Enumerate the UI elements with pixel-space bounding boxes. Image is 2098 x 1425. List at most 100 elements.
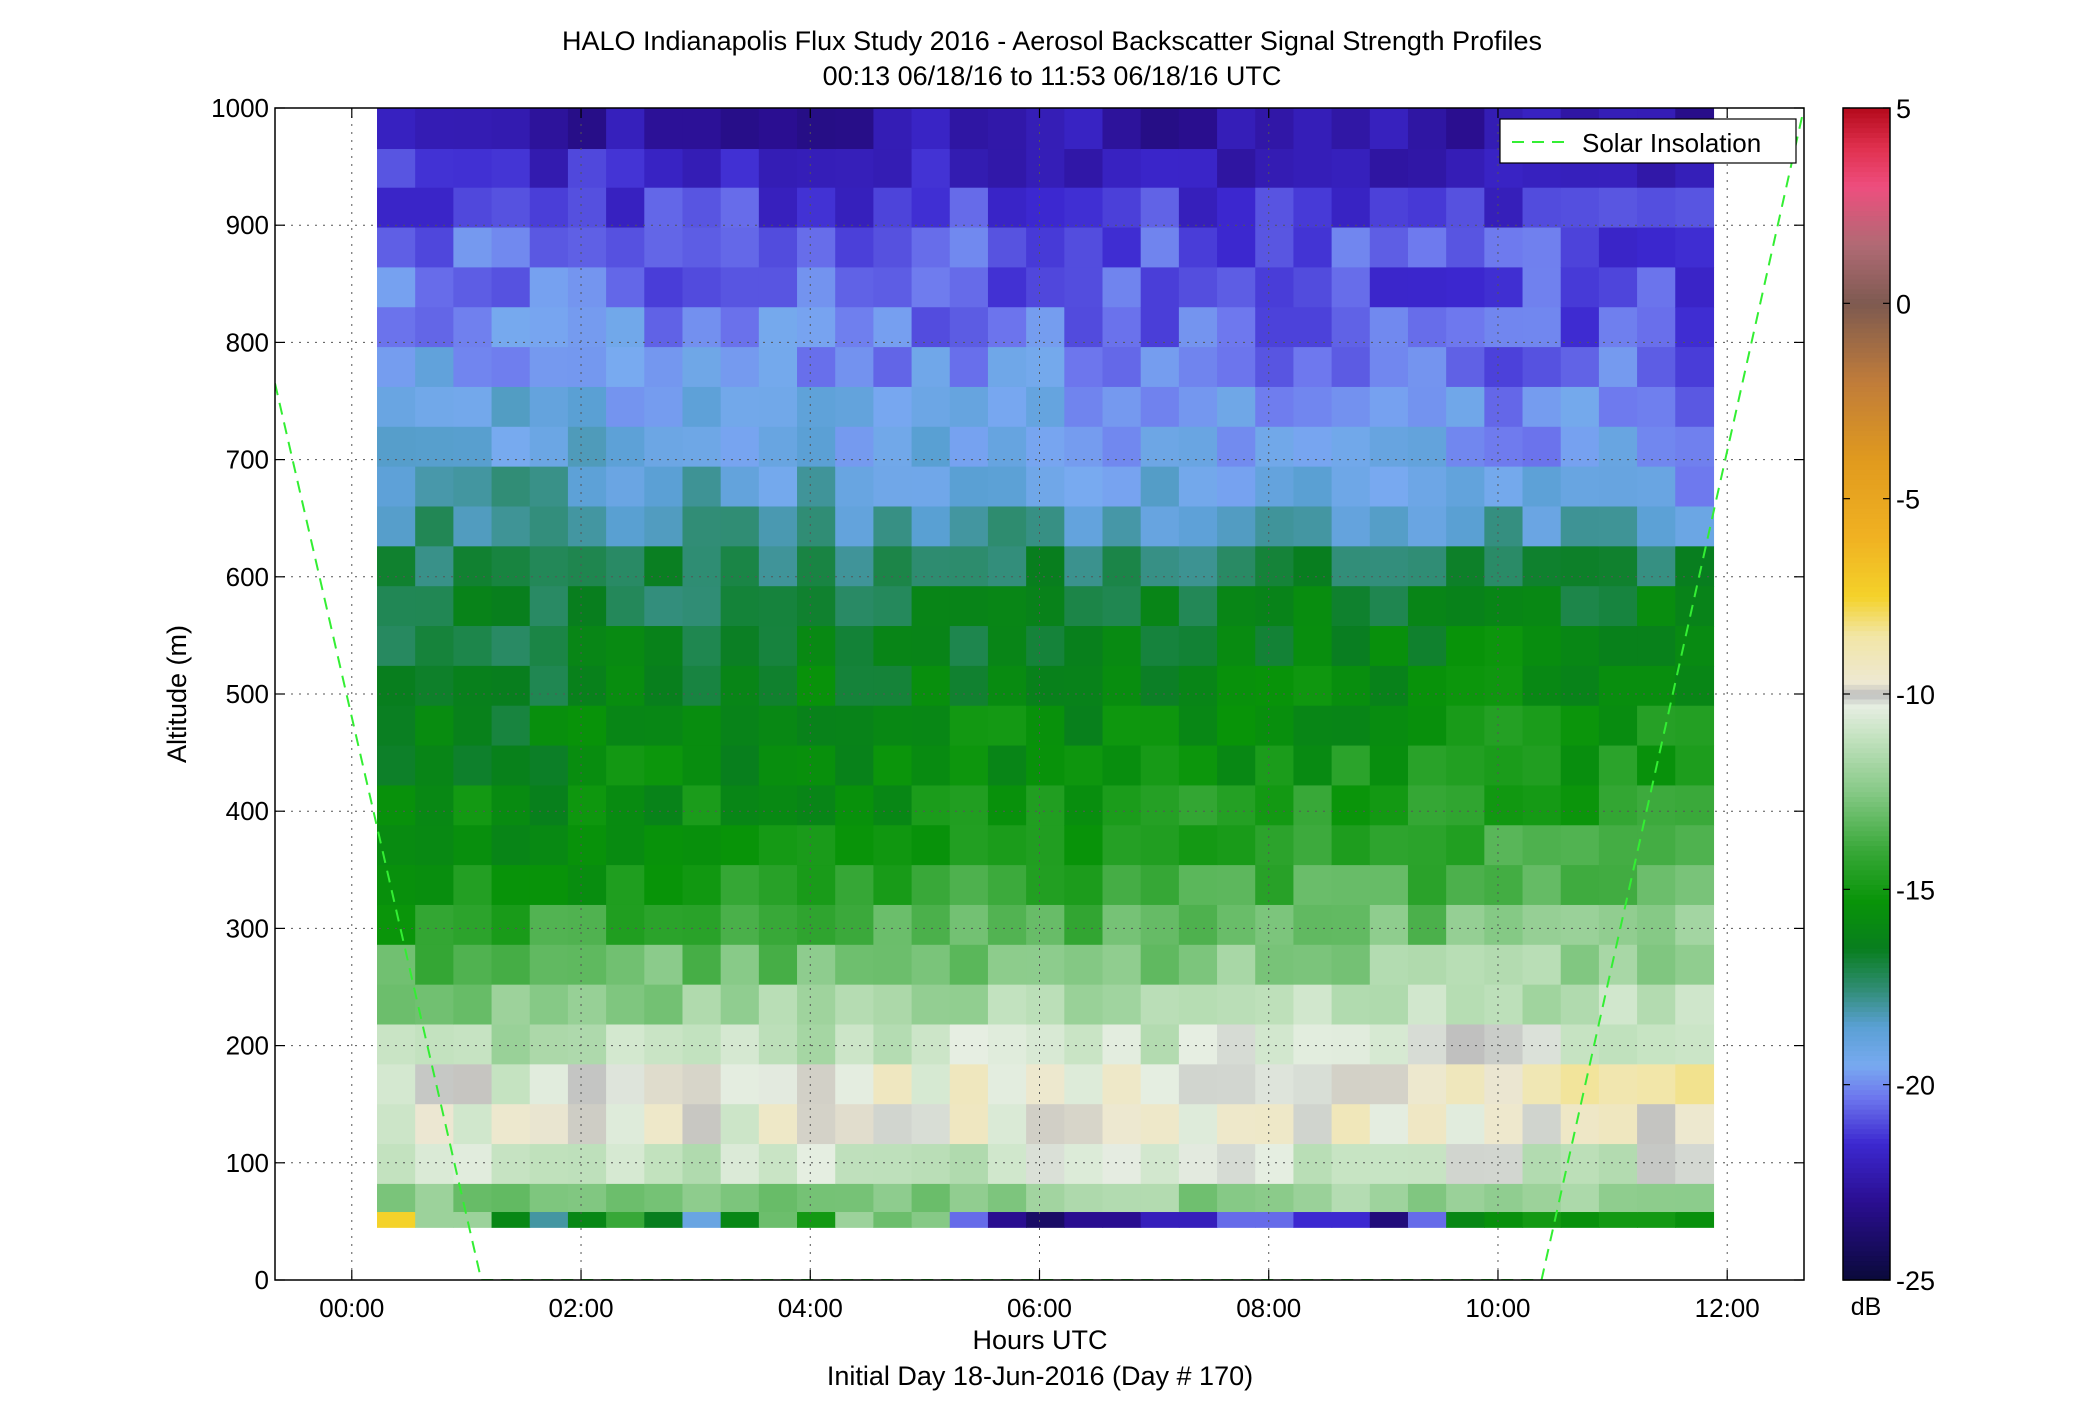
heatmap-cell — [491, 187, 531, 229]
heatmap-cell — [415, 466, 454, 508]
heatmap-cell — [1217, 1183, 1256, 1213]
heatmap-cell — [682, 904, 722, 946]
heatmap-cell — [529, 626, 569, 667]
heatmap-cell — [567, 466, 607, 508]
heatmap-cell — [682, 347, 722, 388]
heatmap-cell — [1522, 586, 1562, 627]
x-tick-label: 04:00 — [778, 1293, 843, 1323]
heatmap-cell — [1560, 745, 1600, 787]
colorbar-band — [1843, 151, 1890, 158]
heatmap-cell — [1331, 1064, 1371, 1105]
colorbar-band — [1843, 952, 1890, 959]
heatmap-cell — [377, 506, 416, 547]
heatmap-cell — [873, 904, 913, 946]
heatmap-cell — [1484, 665, 1524, 707]
heatmap-cell — [1560, 944, 1600, 986]
heatmap-cell — [644, 307, 684, 348]
heatmap-cell — [1560, 586, 1600, 627]
heatmap-cell — [1560, 1183, 1600, 1213]
heatmap-cell — [1140, 1212, 1180, 1228]
heatmap-cell — [720, 944, 760, 986]
colorbar-band — [1843, 527, 1890, 534]
heatmap-cell — [1255, 586, 1295, 627]
heatmap-cell — [1064, 825, 1104, 866]
heatmap-cell — [1522, 466, 1562, 508]
heatmap-cell — [797, 1104, 836, 1145]
heatmap-cell — [491, 944, 531, 986]
heatmap-cell — [1407, 187, 1447, 229]
heatmap-cell — [529, 466, 569, 508]
heatmap-cell — [949, 187, 989, 229]
heatmap-cell — [453, 347, 493, 388]
heatmap-cell — [797, 1183, 836, 1213]
heatmap-cell — [377, 865, 416, 906]
heatmap-cell — [1026, 865, 1065, 906]
x-tick-label: 00:00 — [319, 1293, 384, 1323]
heatmap-cell — [1331, 1024, 1371, 1065]
heatmap-cell — [567, 1183, 607, 1213]
heatmap-cell — [1637, 825, 1676, 866]
heatmap-cell — [1102, 586, 1142, 627]
heatmap-cell — [1407, 149, 1447, 189]
heatmap-cell — [1026, 466, 1065, 508]
heatmap-cell — [1637, 1183, 1676, 1213]
heatmap-cell — [1637, 586, 1676, 627]
grid-lines — [275, 107, 1804, 1281]
heatmap-cell — [1102, 426, 1142, 468]
colorbar-band — [1843, 806, 1890, 812]
colorbar-tick-label: -15 — [1896, 875, 1935, 905]
heatmap-cell — [873, 785, 913, 826]
heatmap-cell — [1637, 705, 1676, 747]
heatmap-cell — [1484, 705, 1524, 747]
colorbar-band — [1843, 991, 1890, 998]
heatmap-cell — [949, 626, 989, 667]
heatmap-cell — [1369, 626, 1409, 667]
colorbar-band — [1843, 239, 1890, 246]
colorbar-band — [1843, 791, 1890, 798]
heatmap-cell — [1407, 1024, 1447, 1065]
colorbar-band — [1843, 610, 1890, 617]
heatmap-cell — [491, 1024, 531, 1065]
heatmap-cell — [453, 825, 493, 866]
heatmap-cell — [1407, 626, 1447, 667]
colorbar-band — [1843, 1113, 1890, 1120]
heatmap-cell — [606, 546, 645, 587]
heatmap-cell — [911, 187, 951, 229]
heatmap-cell — [1255, 785, 1295, 826]
heatmap-cell — [567, 267, 607, 308]
heatmap-cell — [1369, 307, 1409, 348]
heatmap-cell — [1217, 865, 1256, 906]
heatmap-cell — [1675, 785, 1715, 826]
heatmap-cell — [1675, 904, 1715, 946]
colorbar-band — [1843, 1206, 1890, 1213]
heatmap-cell — [911, 506, 951, 547]
heatmap-cell — [911, 1183, 951, 1213]
heatmap-cell — [491, 825, 531, 866]
heatmap-cell — [1369, 944, 1409, 986]
heatmap-cell — [682, 1104, 722, 1145]
colorbar-tick-label: 0 — [1896, 289, 1911, 319]
heatmap-cell — [1064, 1024, 1104, 1065]
heatmap-cell — [529, 785, 569, 826]
heatmap-cell — [1637, 1212, 1676, 1228]
heatmap-cell — [529, 506, 569, 547]
heatmap-cell — [1064, 1064, 1104, 1105]
heatmap-cell — [567, 626, 607, 667]
heatmap-cell — [529, 267, 569, 308]
heatmap-cell — [873, 1212, 913, 1228]
colorbar-band — [1843, 401, 1890, 407]
heatmap-cell — [377, 466, 416, 508]
colorbar-band — [1843, 498, 1890, 505]
heatmap-cell — [1217, 187, 1256, 229]
heatmap-cell — [606, 586, 645, 627]
heatmap-cell — [987, 386, 1027, 428]
colorbar-band — [1843, 303, 1890, 309]
heatmap-cell — [1178, 227, 1218, 268]
heatmap-cell — [644, 904, 684, 946]
heatmap-cell — [758, 426, 798, 468]
heatmap-cell — [1484, 825, 1524, 866]
heatmap-cell — [415, 865, 454, 906]
heatmap-cell — [797, 426, 836, 468]
heatmap-cell — [1293, 586, 1333, 627]
heatmap-cell — [453, 1064, 493, 1105]
